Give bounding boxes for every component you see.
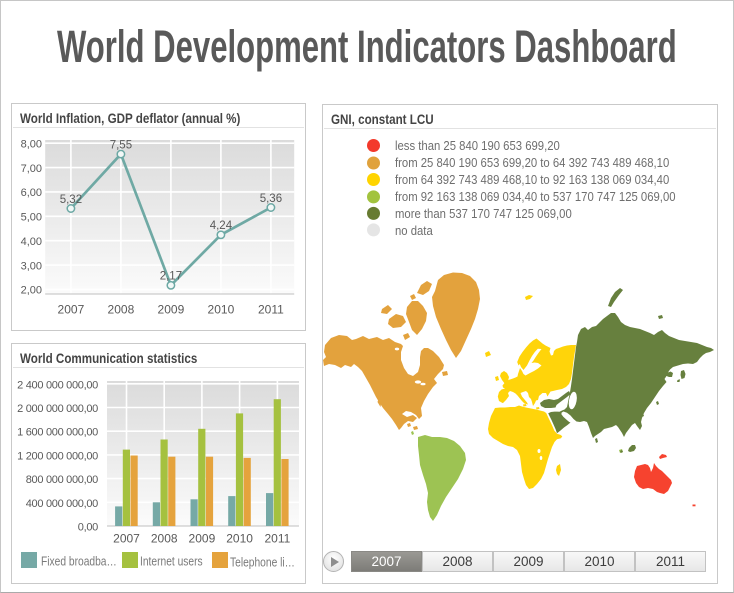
svg-text:7,00: 7,00 (21, 163, 42, 175)
svg-text:2008: 2008 (108, 303, 135, 317)
svg-text:2,17: 2,17 (160, 271, 182, 283)
svg-text:400 000 000,00: 400 000 000,00 (26, 498, 98, 510)
svg-text:4,00: 4,00 (21, 236, 42, 248)
svg-text:7,55: 7,55 (110, 139, 132, 151)
svg-text:Telephone li…: Telephone li… (230, 556, 295, 569)
svg-text:2 000 000 000,00: 2 000 000 000,00 (17, 403, 98, 415)
svg-text:Fixed broadba…: Fixed broadba… (41, 555, 117, 568)
svg-text:2010: 2010 (226, 532, 253, 546)
svg-text:2007: 2007 (58, 303, 85, 317)
svg-text:2011: 2011 (264, 532, 290, 546)
svg-text:2 400 000 000,00: 2 400 000 000,00 (17, 379, 98, 391)
svg-text:1 200 000 000,00: 1 200 000 000,00 (17, 450, 98, 462)
svg-text:0,00: 0,00 (78, 522, 98, 534)
svg-text:2,00: 2,00 (21, 285, 42, 297)
svg-text:2008: 2008 (151, 532, 178, 546)
svg-text:Internet users: Internet users (140, 555, 203, 568)
svg-text:2007: 2007 (113, 532, 140, 546)
svg-text:5,36: 5,36 (260, 193, 282, 205)
svg-text:2011: 2011 (258, 303, 284, 317)
svg-text:2010: 2010 (208, 303, 235, 317)
svg-text:8,00: 8,00 (21, 139, 42, 151)
svg-text:4,24: 4,24 (210, 220, 233, 232)
svg-text:5,32: 5,32 (60, 194, 82, 206)
svg-text:2009: 2009 (158, 303, 185, 317)
svg-text:2009: 2009 (189, 532, 216, 546)
svg-text:800 000 000,00: 800 000 000,00 (26, 474, 98, 486)
svg-text:5,00: 5,00 (21, 212, 42, 224)
svg-text:6,00: 6,00 (21, 187, 42, 199)
svg-text:1 600 000 000,00: 1 600 000 000,00 (17, 427, 98, 439)
svg-text:3,00: 3,00 (21, 260, 42, 272)
